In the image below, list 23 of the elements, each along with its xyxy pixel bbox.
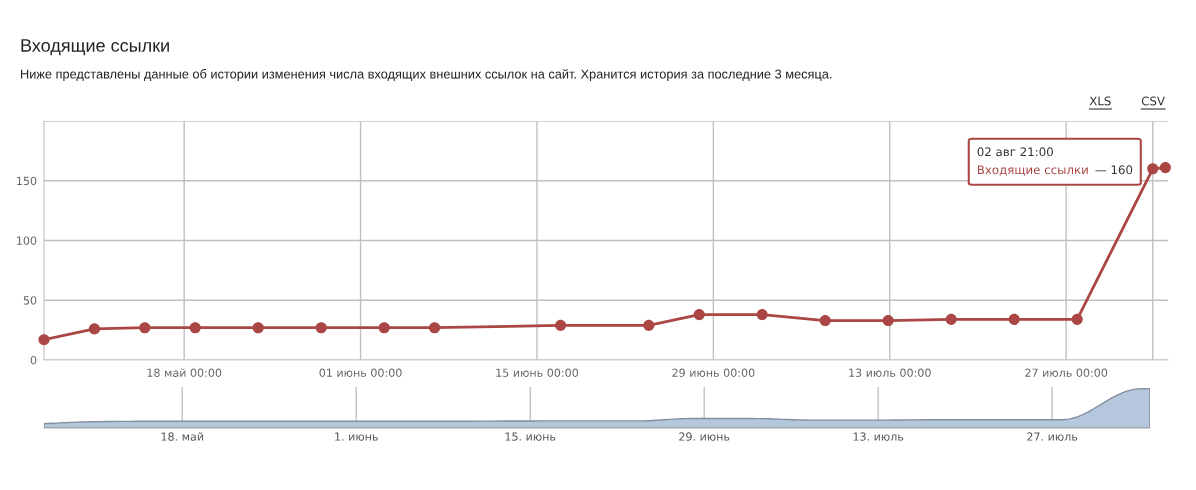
- x-tick-label: 01 июнь 00:00: [319, 368, 402, 377]
- x-tick-label: 13. июль: [853, 432, 904, 441]
- x-tick-label: 18. май: [161, 432, 204, 441]
- x-tick-label: 27. июль: [1027, 432, 1078, 441]
- y-tick-label: 100: [17, 236, 37, 245]
- chart-subtitle: Ниже представлены данные об истории изменения числа входящих внешних ссылок на сайт. Хранится история за последние 3 месяца.: [21, 68, 832, 82]
- x-tick-label: 15 июнь 00:00: [496, 368, 579, 377]
- x-tick-label: 29. июнь: [679, 432, 730, 441]
- annotation: — 160: [1095, 165, 1133, 175]
- annotation: 02 авг 21:00: [977, 147, 1053, 157]
- x-tick-label: 15. июнь: [505, 432, 556, 441]
- text: Входящие ссылки: [977, 165, 1088, 176]
- x-tick-label: 18 май 00:00: [147, 368, 222, 377]
- chart-title: Входящие ссылки: [21, 39, 169, 56]
- x-tick-label: 27 июль 00:00: [1025, 368, 1108, 377]
- x-tick-label: 13 июль 00:00: [849, 368, 931, 377]
- y-tick-label: 0: [30, 355, 37, 365]
- y-tick-label: 50: [23, 296, 37, 305]
- x-tick-label: 29 июнь 00:00: [672, 368, 755, 377]
- text: CSV: [1141, 96, 1165, 106]
- y-tick-label: 150: [17, 176, 37, 186]
- x-tick-label: 1. июнь: [335, 432, 378, 441]
- text: XLS: [1089, 96, 1111, 106]
